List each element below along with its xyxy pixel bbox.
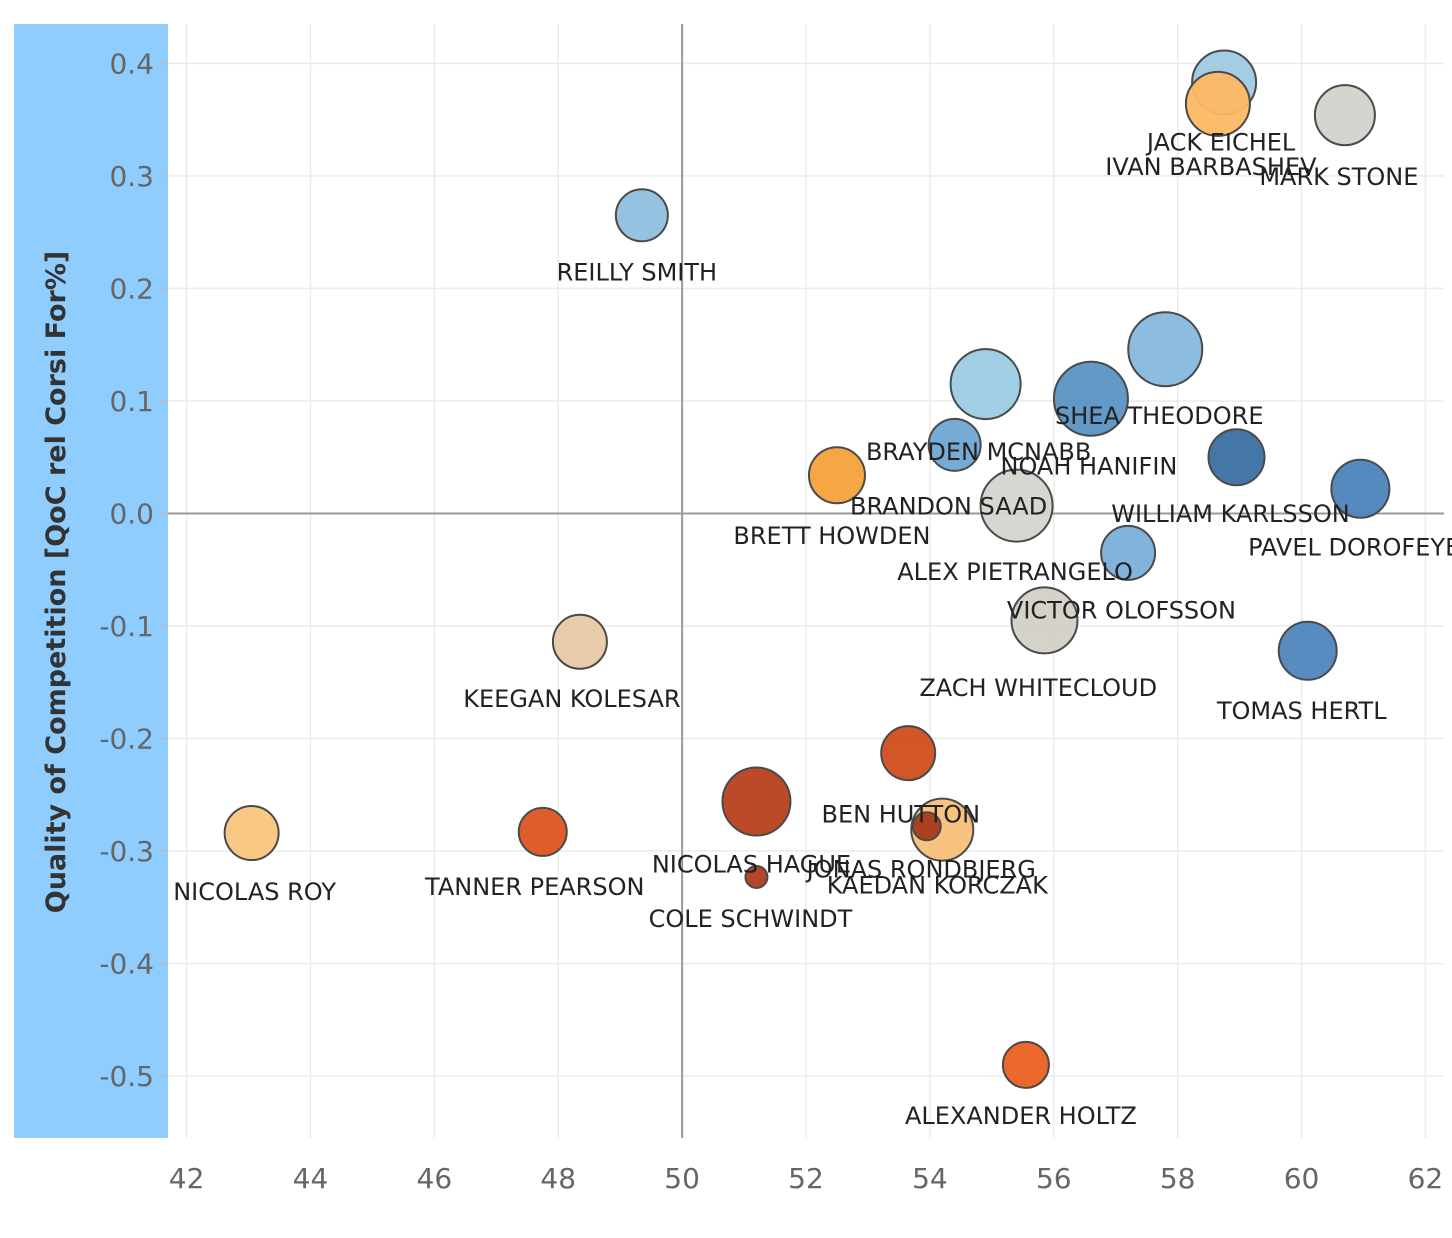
y-tick-label: -0.4 bbox=[99, 948, 154, 981]
data-point bbox=[744, 864, 769, 889]
data-point bbox=[1127, 311, 1204, 388]
point-label: JACK EICHEL bbox=[1145, 129, 1296, 157]
y-axis-label: Quality of Competition [QoC rel Corsi Fo… bbox=[41, 251, 72, 914]
y-axis-label-background bbox=[14, 24, 168, 1138]
y-tick-label: 0.1 bbox=[109, 385, 154, 418]
x-tick-label: 52 bbox=[788, 1162, 824, 1195]
point-label: ALEX PIETRANGELO bbox=[897, 558, 1133, 586]
data-point bbox=[1207, 428, 1266, 487]
point-label: ALEXANDER HOLTZ bbox=[905, 1102, 1137, 1130]
point-label: NOAH HANIFIN bbox=[1001, 453, 1178, 481]
point-label: NICOLAS HAGUE bbox=[652, 851, 851, 879]
point-label: BEN HUTTON bbox=[821, 800, 980, 828]
x-tick-label: 58 bbox=[1160, 1162, 1196, 1195]
x-tick-label: 44 bbox=[293, 1162, 329, 1195]
grid bbox=[160, 24, 1444, 1138]
x-tick-labels: 42 44 46 48 50 52 54 56 58 60 62 bbox=[169, 1162, 1443, 1195]
y-tick-label: -0.3 bbox=[99, 835, 154, 868]
point-label: IVAN BARBASHEV bbox=[1105, 153, 1317, 181]
data-point bbox=[949, 348, 1022, 421]
data-point bbox=[880, 725, 937, 782]
data-point bbox=[721, 766, 792, 837]
data-point bbox=[614, 188, 669, 243]
y-tick-label: -0.2 bbox=[99, 723, 154, 756]
data-point bbox=[1313, 84, 1376, 147]
point-label: BRANDON SAAD bbox=[850, 493, 1047, 521]
point-label: WILLIAM KARLSSON bbox=[1111, 500, 1349, 528]
data-point bbox=[979, 468, 1054, 543]
data-point bbox=[517, 806, 568, 857]
data-points bbox=[223, 49, 1391, 1089]
y-tick-label: -0.1 bbox=[99, 610, 154, 643]
data-point bbox=[1052, 360, 1129, 437]
data-point bbox=[807, 446, 866, 505]
point-label: VICTOR OLOFSSON bbox=[1007, 596, 1236, 624]
data-point bbox=[1010, 586, 1079, 655]
x-tick-label: 42 bbox=[169, 1162, 205, 1195]
x-tick-label: 60 bbox=[1284, 1162, 1320, 1195]
point-label: KAEDAN KORCZAK bbox=[827, 872, 1049, 900]
data-point bbox=[1001, 1040, 1050, 1089]
data-point bbox=[223, 805, 280, 862]
point-label: JONAS RONDBJERG bbox=[805, 856, 1036, 884]
point-label: TANNER PEARSON bbox=[424, 873, 644, 901]
x-tick-label: 62 bbox=[1408, 1162, 1444, 1195]
data-point bbox=[551, 613, 608, 670]
x-tick-label: 54 bbox=[912, 1162, 948, 1195]
x-tick-label: 50 bbox=[664, 1162, 700, 1195]
y-tick-label: 0.0 bbox=[109, 497, 154, 530]
x-tick-label: 56 bbox=[1036, 1162, 1072, 1195]
point-label: NICOLAS ROY bbox=[173, 878, 336, 906]
data-point bbox=[1100, 524, 1157, 581]
data-point bbox=[927, 417, 982, 472]
point-label: PAVEL DOROFEYEV bbox=[1248, 534, 1452, 562]
x-tick-label: 46 bbox=[417, 1162, 453, 1195]
x-tick-label: 48 bbox=[540, 1162, 576, 1195]
point-label: REILLY SMITH bbox=[557, 258, 718, 286]
data-point bbox=[911, 811, 942, 842]
y-tick-label: -0.5 bbox=[99, 1060, 154, 1093]
data-point bbox=[1330, 458, 1391, 519]
y-tick-label: 0.2 bbox=[109, 272, 154, 305]
y-tick-labels: 0.4 0.3 0.2 0.1 0.0 -0.1 -0.2 -0.3 -0.4 -0.5 bbox=[99, 47, 154, 1093]
point-label: COLE SCHWINDT bbox=[649, 905, 853, 933]
reference-lines bbox=[168, 24, 1444, 1138]
point-label: MARK STONE bbox=[1259, 163, 1418, 191]
data-point bbox=[1184, 70, 1251, 137]
point-label: ZACH WHITECLOUD bbox=[919, 674, 1157, 702]
point-label: SHEA THEODORE bbox=[1055, 402, 1263, 430]
point-label: BRAYDEN MCNABB bbox=[866, 438, 1091, 466]
y-tick-label: 0.4 bbox=[109, 47, 154, 80]
data-point bbox=[1277, 620, 1338, 681]
point-label: TOMAS HERTL bbox=[1216, 697, 1387, 725]
y-tick-label: 0.3 bbox=[109, 160, 154, 193]
point-label: KEEGAN KOLESAR bbox=[463, 685, 680, 713]
point-label: BRETT HOWDEN bbox=[733, 522, 930, 550]
